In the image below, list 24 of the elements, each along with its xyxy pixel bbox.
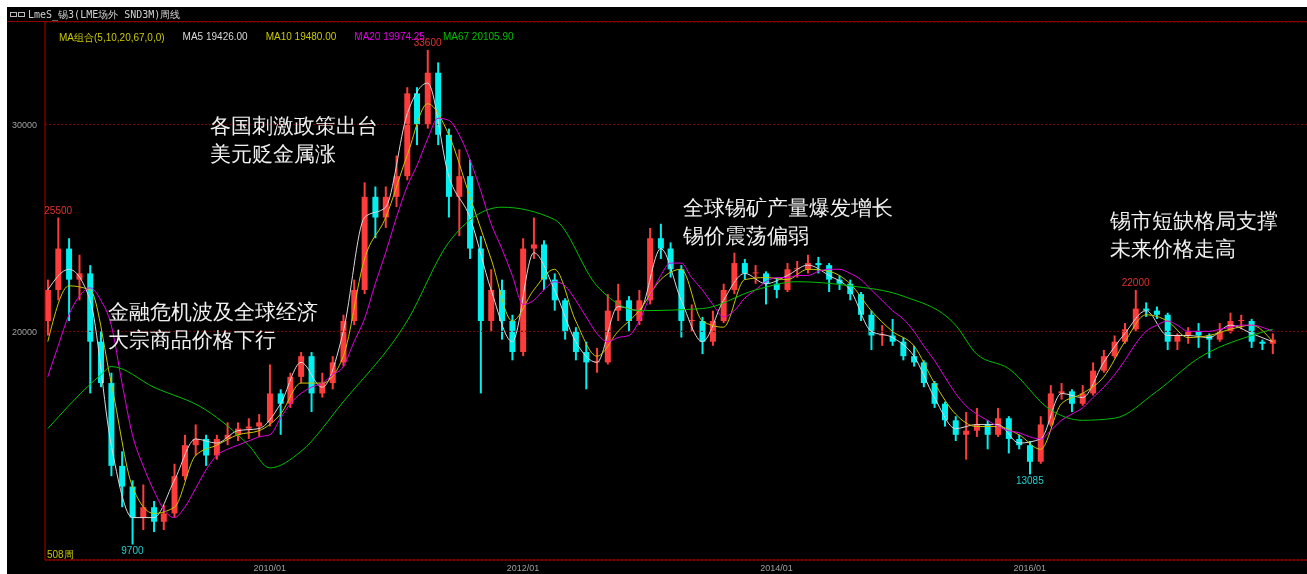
annotation: 锡价震荡偏弱 (683, 223, 809, 249)
x-tick-label: 2012/01 (506, 563, 540, 574)
annotation: 各国刺激政策出台 (210, 113, 378, 139)
annotation: 25500 (44, 204, 73, 216)
annotation: 9700 (121, 545, 144, 557)
annotation: 大宗商品价格下行 (108, 327, 276, 353)
text: MA67 20105.90 (442, 31, 514, 44)
annotation: 全球锡矿产量爆发增长 (683, 195, 893, 221)
annotation: 锡市短缺格局支撑 (1110, 208, 1278, 234)
text: MA5 19426.00 (182, 31, 248, 44)
annotation: 13085 (1015, 475, 1045, 487)
x-tick-label: 2014/01 (760, 563, 793, 574)
legend-title: MA组合(5,10,20,67,0,0) (59, 31, 165, 45)
text: MA10 19480.00 (265, 31, 337, 44)
x-tick-label: 2010/01 (253, 563, 287, 574)
annotation: 金融危机波及全球经济 (108, 299, 318, 325)
y-tick-label: 30000 (11, 119, 37, 130)
y-tick-label: 20000 (11, 326, 37, 337)
chart-title: LmeS_锡3(LME场外 SND3M)周线 (28, 8, 181, 22)
annotation: 美元贬金属涨 (210, 141, 336, 167)
annotation: 22000 (1121, 276, 1150, 288)
x-tick-label: 2016/01 (1013, 563, 1047, 574)
annotation: 508周 (47, 548, 74, 561)
annotation: 未来价格走高 (1110, 236, 1236, 262)
